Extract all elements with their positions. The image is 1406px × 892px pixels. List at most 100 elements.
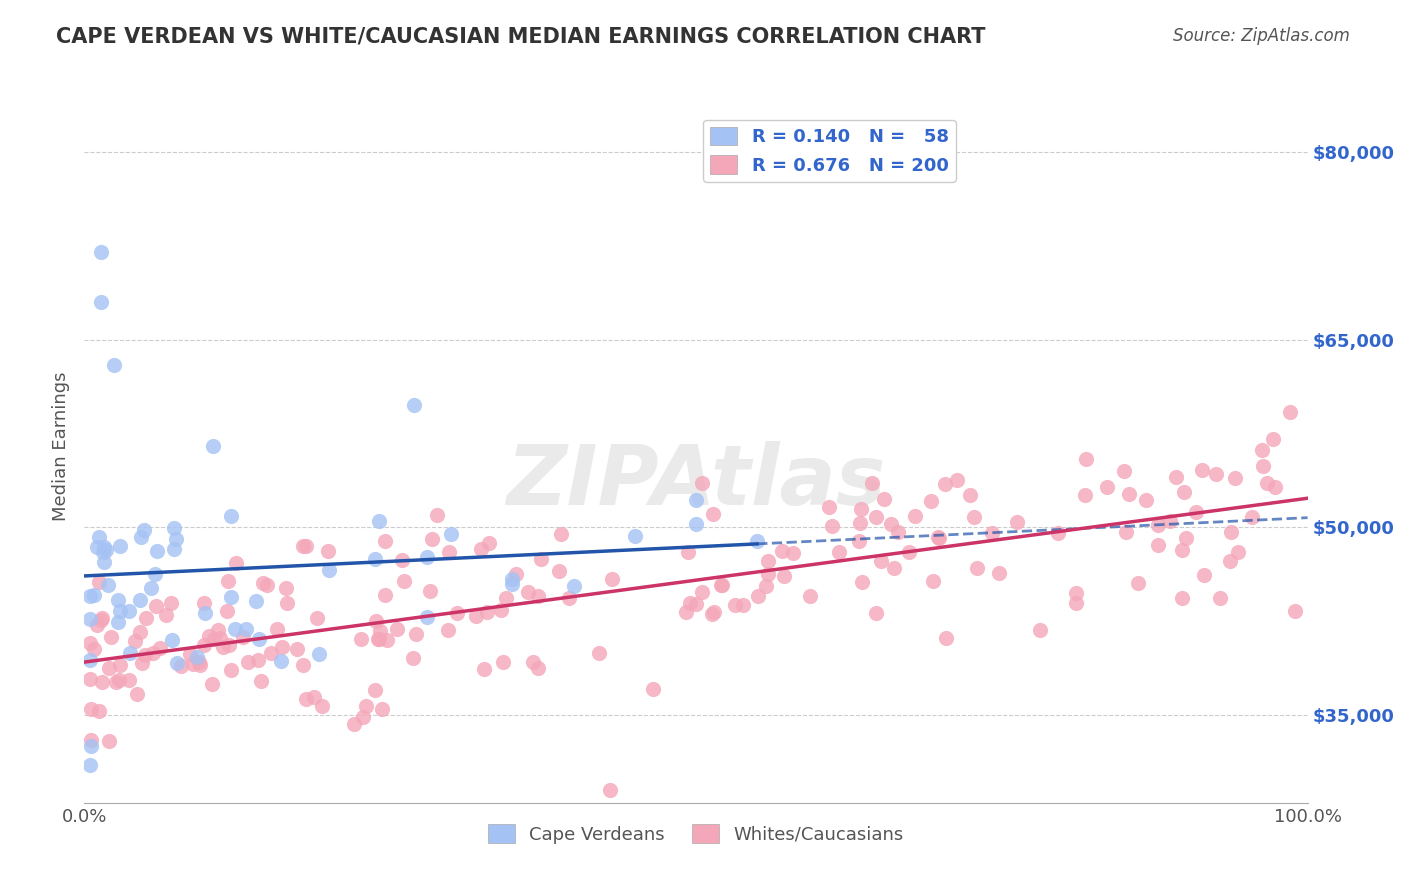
Point xyxy=(624,529,647,543)
Point xyxy=(550,526,572,541)
Point xyxy=(127,687,149,701)
Point xyxy=(440,527,463,541)
Point xyxy=(318,563,340,577)
Point xyxy=(600,572,623,586)
Point xyxy=(1250,443,1272,458)
Point xyxy=(295,539,318,553)
Point xyxy=(90,674,112,689)
Point xyxy=(170,659,193,673)
Point xyxy=(873,492,896,507)
Point xyxy=(219,590,242,604)
Point xyxy=(304,690,326,705)
Point xyxy=(1219,524,1241,539)
Point xyxy=(966,560,988,574)
Point xyxy=(86,618,108,632)
Point xyxy=(179,647,201,661)
Point xyxy=(107,615,129,629)
Point xyxy=(374,588,396,602)
Point xyxy=(118,673,141,688)
Point xyxy=(190,658,212,673)
Point xyxy=(419,583,441,598)
Point xyxy=(920,494,942,508)
Point xyxy=(232,630,254,644)
Point xyxy=(446,606,468,620)
Point xyxy=(219,663,242,677)
Point xyxy=(1191,463,1213,477)
Y-axis label: Median Earnings: Median Earnings xyxy=(52,371,70,521)
Point xyxy=(394,574,416,588)
Point xyxy=(80,733,103,747)
Point xyxy=(97,577,120,591)
Point xyxy=(821,518,844,533)
Point xyxy=(225,556,247,570)
Point xyxy=(756,567,779,582)
Point xyxy=(208,632,231,646)
Point xyxy=(367,632,389,647)
Point xyxy=(988,566,1011,581)
Point xyxy=(368,514,391,528)
Point xyxy=(492,655,515,669)
Point xyxy=(470,541,492,556)
Point xyxy=(87,575,110,590)
Point xyxy=(364,614,387,628)
Point xyxy=(291,658,314,673)
Point xyxy=(194,606,217,620)
Point xyxy=(371,701,394,715)
Point xyxy=(465,609,488,624)
Point xyxy=(79,673,101,687)
Point xyxy=(641,682,664,697)
Point xyxy=(188,655,211,669)
Point xyxy=(799,589,821,603)
Point xyxy=(295,692,318,706)
Point xyxy=(747,590,769,604)
Point xyxy=(475,605,498,619)
Point xyxy=(90,244,112,259)
Point xyxy=(685,492,707,507)
Point xyxy=(98,734,121,748)
Point xyxy=(186,650,208,665)
Point xyxy=(91,610,114,624)
Point xyxy=(316,544,339,558)
Point xyxy=(79,653,101,667)
Point xyxy=(1007,515,1029,529)
Point xyxy=(963,510,986,524)
Text: ZIPAtlas: ZIPAtlas xyxy=(506,442,886,522)
Point xyxy=(1240,509,1263,524)
Point xyxy=(1066,586,1088,600)
Point xyxy=(141,581,163,595)
Point xyxy=(865,510,887,524)
Point xyxy=(685,597,707,611)
Point xyxy=(385,622,408,636)
Point xyxy=(201,677,224,691)
Point xyxy=(959,488,981,502)
Point xyxy=(368,632,391,646)
Point xyxy=(135,611,157,625)
Point xyxy=(527,661,550,675)
Point xyxy=(124,633,146,648)
Point xyxy=(368,624,391,638)
Point xyxy=(478,536,501,550)
Point xyxy=(219,508,242,523)
Point xyxy=(472,662,495,676)
Point xyxy=(129,625,152,640)
Point xyxy=(1284,604,1306,618)
Point xyxy=(1185,505,1208,519)
Point xyxy=(374,534,396,549)
Point xyxy=(685,516,707,531)
Point xyxy=(558,591,581,605)
Point xyxy=(870,554,893,568)
Point xyxy=(782,546,804,560)
Point xyxy=(731,598,754,612)
Point xyxy=(308,647,330,661)
Text: CAPE VERDEAN VS WHITE/CAUCASIAN MEDIAN EARNINGS CORRELATION CHART: CAPE VERDEAN VS WHITE/CAUCASIAN MEDIAN E… xyxy=(56,27,986,46)
Point xyxy=(883,561,905,575)
Point xyxy=(364,682,387,697)
Point xyxy=(928,531,950,545)
Point xyxy=(259,646,281,660)
Point xyxy=(1118,486,1140,500)
Point xyxy=(690,584,713,599)
Point xyxy=(93,555,115,569)
Point xyxy=(981,525,1004,540)
Text: Source: ZipAtlas.com: Source: ZipAtlas.com xyxy=(1173,27,1350,45)
Point xyxy=(79,758,101,772)
